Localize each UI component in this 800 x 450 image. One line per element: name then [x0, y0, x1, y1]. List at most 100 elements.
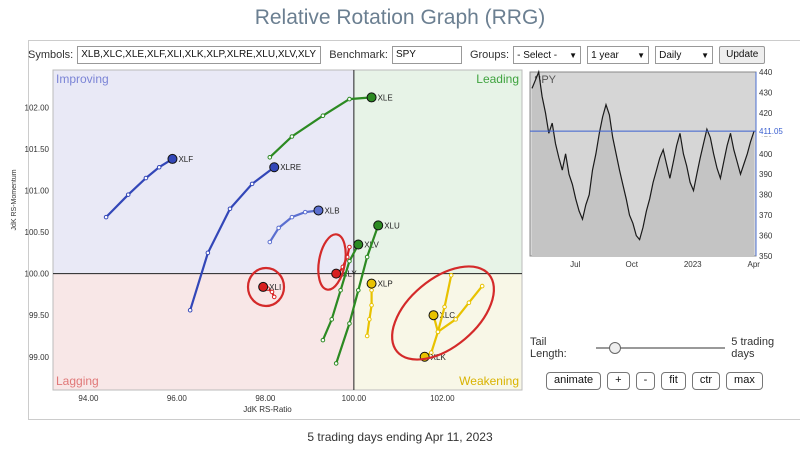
head-point[interactable] [366, 92, 377, 103]
head-point[interactable] [331, 268, 342, 279]
benchmark-x-tick: Apr [748, 260, 761, 269]
tail-point [364, 254, 370, 260]
controls-panel: Tail Length: 5 trading days animate + - … [530, 336, 800, 400]
tail-point [333, 361, 339, 366]
benchmark-y-tick: 430 [759, 88, 773, 97]
tail-point [347, 321, 352, 326]
tail-point [125, 192, 131, 197]
highlight-circle-xli [246, 266, 286, 308]
y-tick-label: 100.50 [25, 228, 50, 237]
tail-length-slider[interactable] [595, 342, 726, 354]
tail-point [479, 283, 485, 289]
tail-point [249, 181, 255, 187]
sector-label: XLI [269, 283, 281, 292]
quadrant-label-lagging: Lagging [56, 374, 99, 388]
tail-point [227, 206, 233, 212]
sector-xlc[interactable]: XLC [428, 283, 485, 335]
x-tick-label: 94.00 [78, 394, 99, 403]
tail-length-value: 5 trading days [731, 336, 775, 360]
max-button[interactable]: max [726, 372, 763, 390]
tail-point [369, 302, 374, 308]
groups-label: Groups: [469, 49, 510, 61]
period-select[interactable]: 1 year ▼ [587, 46, 650, 64]
head-point[interactable] [258, 281, 269, 292]
quadrant-improving [53, 70, 354, 274]
sector-label: XLE [378, 93, 393, 102]
center-button[interactable]: ctr [691, 372, 721, 390]
benchmark-x-tick: 2023 [684, 260, 702, 269]
period-select-value: 1 year [591, 49, 619, 61]
tail-point [269, 289, 275, 295]
tail-point [364, 333, 370, 339]
chart-panel-frame [28, 40, 800, 420]
sector-xlb[interactable]: XLB [267, 205, 340, 245]
groups-select-value: - Select - [517, 49, 558, 61]
quadrant-leading [353, 70, 522, 274]
tail-point [367, 317, 372, 322]
x-axis-label: JdK RS-Ratio [243, 405, 292, 414]
benchmark-y-tick: 390 [759, 170, 773, 179]
tail-point [466, 300, 472, 306]
head-point[interactable] [167, 153, 178, 164]
tail-point [289, 214, 295, 220]
current-price-label: 411.05 [759, 127, 783, 136]
head-point[interactable] [366, 278, 377, 289]
y-tick-label: 99.50 [29, 311, 50, 320]
update-button[interactable]: Update [719, 46, 766, 64]
slider-track [595, 347, 726, 349]
sector-xli[interactable]: XLI [258, 281, 282, 300]
highlight-circle-xly [317, 233, 347, 291]
y-tick-label: 99.00 [29, 353, 50, 362]
tail-point [329, 317, 335, 322]
sector-xlf[interactable]: XLF [103, 153, 193, 220]
tail-length-row: Tail Length: 5 trading days [530, 336, 800, 360]
zoom-in-button[interactable]: + [607, 372, 630, 390]
tail-point [347, 96, 352, 102]
head-point[interactable] [353, 239, 364, 250]
quadrant-label-leading: Leading [476, 72, 519, 86]
sector-xlre[interactable]: XLRE [187, 162, 301, 313]
head-point[interactable] [313, 205, 324, 216]
zoom-out-button[interactable]: - [635, 372, 656, 390]
toolbar: Symbols: XLB,XLC,XLE,XLF,XLI,XLK,XLP,XLR… [28, 44, 800, 66]
animate-button[interactable]: animate [546, 372, 602, 390]
chevron-down-icon: ▼ [569, 50, 578, 60]
sector-label: XLP [378, 280, 393, 289]
y-tick-label: 102.00 [25, 103, 50, 112]
sector-xlu[interactable]: XLU [333, 220, 400, 366]
head-point[interactable] [428, 310, 439, 321]
benchmark-y-tick: 370 [759, 211, 773, 220]
tail-point [442, 304, 447, 310]
slider-handle[interactable] [609, 342, 622, 354]
sector-label: XLK [431, 353, 447, 362]
head-point[interactable] [269, 162, 280, 173]
interval-select[interactable]: Daily ▼ [655, 46, 714, 64]
groups-select[interactable]: - Select - ▼ [513, 46, 582, 64]
rrg-chart: 94.00 96.00 98.00 100.00 102.00 99.00 99.50 100… [11, 68, 784, 414]
y-tick-label: 101.00 [25, 187, 50, 196]
quadrant-label-improving: Improving [56, 72, 109, 86]
benchmark-x-tick: Jul [570, 260, 580, 269]
head-point[interactable] [373, 220, 384, 231]
sector-xle[interactable]: XLE [267, 92, 393, 160]
control-buttons: animate + - fit ctr max [546, 372, 763, 390]
fit-button[interactable]: fit [661, 372, 686, 390]
tail-point [276, 225, 281, 231]
tail-point [428, 350, 434, 355]
symbols-input[interactable]: XLB,XLC,XLE,XLF,XLI,XLK,XLP,XLRE,XLU,XLV… [77, 46, 322, 64]
tail-point [338, 287, 343, 293]
sector-xlk[interactable]: XLK [419, 272, 454, 362]
y-axis-label: JdK RS-Momentum [11, 169, 18, 230]
tail-point [453, 317, 458, 322]
benchmark-y-tick: 380 [759, 191, 773, 200]
page-title: Relative Rotation Graph (RRG) [254, 6, 546, 29]
benchmark-line [531, 69, 755, 241]
chevron-down-icon: ▼ [701, 50, 710, 60]
tail-point [355, 287, 361, 293]
sector-xly[interactable]: XLY [331, 244, 358, 279]
sector-xlp[interactable]: XLP [364, 278, 393, 339]
benchmark-input[interactable]: SPY [391, 46, 462, 64]
tail-point [302, 209, 308, 215]
y-tick-label: 100.00 [25, 270, 50, 279]
tail-point [448, 272, 454, 278]
